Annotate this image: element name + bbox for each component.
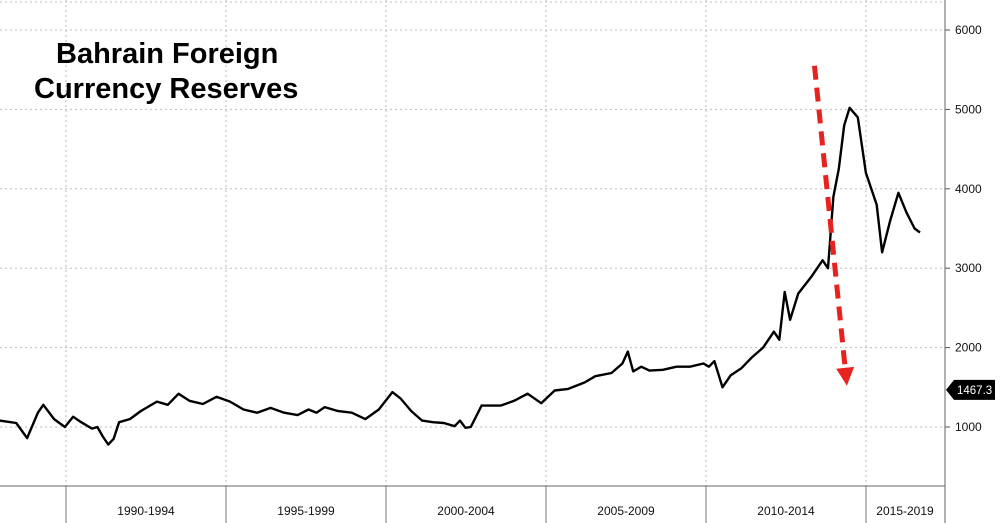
chart-title: Bahrain Foreign Currency Reserves — [34, 38, 298, 105]
y-tick-label: 5000 — [955, 102, 982, 116]
tick-labels: 1000 2000 3000 4000 5000 6000 1990-1994 1995-19… — [117, 23, 982, 518]
last-value-label: 1467.3 — [957, 385, 992, 397]
y-tick-label: 1000 — [955, 420, 982, 434]
y-tick-label: 2000 — [955, 341, 982, 355]
axes — [0, 0, 950, 523]
decline-arrow-shaft — [811, 65, 848, 369]
x-tick-label: 1995-1999 — [277, 504, 335, 518]
y-tick-label: 4000 — [955, 182, 982, 196]
x-tick-label: 2015-2019 — [876, 504, 934, 518]
y-tick-label: 3000 — [955, 261, 982, 275]
chart-title-line-1: Bahrain Foreign — [56, 38, 278, 70]
x-tick-label: 2010-2014 — [757, 504, 815, 518]
y-tick-label: 6000 — [955, 23, 982, 37]
last-value-tag — [946, 379, 995, 400]
last-value-marker: 1467.3 — [946, 379, 995, 400]
decline-arrow-head — [836, 366, 855, 386]
annotation-layer — [811, 65, 855, 386]
x-tick-label: 2000-2004 — [437, 504, 495, 518]
grid — [0, 0, 945, 486]
chart-title-line-2: Currency Reserves — [34, 73, 298, 105]
x-tick-label: 1990-1994 — [117, 504, 175, 518]
x-tick-label: 2005-2009 — [597, 504, 655, 518]
series-line — [0, 106, 921, 446]
plot-area — [0, 106, 921, 446]
